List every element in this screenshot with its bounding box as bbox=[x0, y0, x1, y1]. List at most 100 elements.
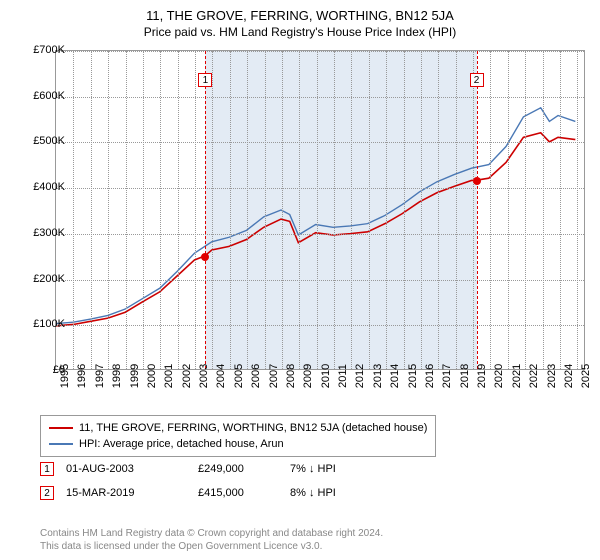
y-axis-label: £600K bbox=[33, 90, 65, 102]
y-axis-label: £400K bbox=[33, 181, 65, 193]
gridline-v bbox=[456, 51, 457, 369]
gridline-v bbox=[178, 51, 179, 369]
x-axis-label: 2006 bbox=[250, 364, 262, 388]
y-axis-label: £300K bbox=[33, 227, 65, 239]
event-number-box: 2 bbox=[470, 73, 484, 87]
gridline-v bbox=[91, 51, 92, 369]
gridline-v bbox=[195, 51, 196, 369]
x-axis-label: 2021 bbox=[511, 364, 523, 388]
x-axis-label: 2012 bbox=[354, 364, 366, 388]
y-axis-label: £200K bbox=[33, 273, 65, 285]
footnote-1: Contains HM Land Registry data © Crown c… bbox=[40, 528, 383, 539]
gridline-v bbox=[386, 51, 387, 369]
x-axis-label: 2008 bbox=[285, 364, 297, 388]
gridline-h bbox=[56, 97, 584, 98]
x-axis-label: 2020 bbox=[493, 364, 505, 388]
gridline-v bbox=[230, 51, 231, 369]
y-axis-label: £100K bbox=[33, 318, 65, 330]
gridline-h bbox=[56, 188, 584, 189]
sale-row: 215-MAR-2019£415,0008% ↓ HPI bbox=[40, 486, 390, 500]
sale-row: 1 01-AUG-2003 £249,000 7% ↓ HPI bbox=[40, 462, 390, 476]
sale-delta: 8% ↓ HPI bbox=[290, 487, 390, 499]
x-axis-label: 2002 bbox=[181, 364, 193, 388]
gridline-v bbox=[299, 51, 300, 369]
sale-date: 15-MAR-2019 bbox=[66, 487, 186, 499]
y-axis-label: £700K bbox=[33, 44, 65, 56]
gridline-v bbox=[334, 51, 335, 369]
chart-subtitle: Price paid vs. HM Land Registry's House … bbox=[0, 23, 600, 45]
gridline-h bbox=[56, 280, 584, 281]
x-axis-label: 2013 bbox=[372, 364, 384, 388]
gridline-v bbox=[282, 51, 283, 369]
gridline-v bbox=[490, 51, 491, 369]
x-axis-label: 1996 bbox=[76, 364, 88, 388]
x-axis-label: 2015 bbox=[407, 364, 419, 388]
chart-area: 12 bbox=[55, 50, 585, 370]
gridline-v bbox=[160, 51, 161, 369]
sale-number-box: 1 bbox=[40, 462, 54, 476]
x-axis-label: 2018 bbox=[459, 364, 471, 388]
x-axis-label: 2025 bbox=[580, 364, 592, 388]
legend-row: 11, THE GROVE, FERRING, WORTHING, BN12 5… bbox=[49, 420, 427, 436]
footnote-2: This data is licensed under the Open Gov… bbox=[40, 541, 322, 552]
x-axis-label: 2016 bbox=[424, 364, 436, 388]
sale-delta: 7% ↓ HPI bbox=[290, 463, 390, 475]
gridline-h bbox=[56, 234, 584, 235]
x-axis-label: 2004 bbox=[215, 364, 227, 388]
x-axis-label: 2003 bbox=[198, 364, 210, 388]
event-line bbox=[205, 51, 206, 369]
gridline-v bbox=[126, 51, 127, 369]
x-axis-label: 2022 bbox=[528, 364, 540, 388]
legend-swatch bbox=[49, 427, 73, 429]
gridline-h bbox=[56, 325, 584, 326]
gridline-v bbox=[369, 51, 370, 369]
gridline-v bbox=[421, 51, 422, 369]
gridline-v bbox=[404, 51, 405, 369]
x-axis-label: 2014 bbox=[389, 364, 401, 388]
x-axis-label: 2017 bbox=[441, 364, 453, 388]
chart-title: 11, THE GROVE, FERRING, WORTHING, BN12 5… bbox=[0, 0, 600, 23]
gridline-v bbox=[73, 51, 74, 369]
x-axis-label: 2023 bbox=[546, 364, 558, 388]
gridline-v bbox=[108, 51, 109, 369]
x-axis-label: 1998 bbox=[111, 364, 123, 388]
gridline-v bbox=[473, 51, 474, 369]
sale-price: £415,000 bbox=[198, 487, 278, 499]
sale-price: £249,000 bbox=[198, 463, 278, 475]
x-axis-label: 2010 bbox=[320, 364, 332, 388]
x-axis-label: 1995 bbox=[59, 364, 71, 388]
legend: 11, THE GROVE, FERRING, WORTHING, BN12 5… bbox=[40, 415, 436, 457]
sale-date: 01-AUG-2003 bbox=[66, 463, 186, 475]
event-number-box: 1 bbox=[198, 73, 212, 87]
x-axis-label: 2007 bbox=[268, 364, 280, 388]
gridline-v bbox=[247, 51, 248, 369]
gridline-h bbox=[56, 51, 584, 52]
x-axis-label: 2019 bbox=[476, 364, 488, 388]
gridline-v bbox=[438, 51, 439, 369]
legend-label: HPI: Average price, detached house, Arun bbox=[79, 438, 284, 450]
event-marker-dot bbox=[201, 253, 209, 261]
gridline-v bbox=[317, 51, 318, 369]
x-axis-label: 2005 bbox=[233, 364, 245, 388]
x-axis-label: 2000 bbox=[146, 364, 158, 388]
x-axis-label: 1997 bbox=[94, 364, 106, 388]
gridline-v bbox=[560, 51, 561, 369]
gridline-v bbox=[212, 51, 213, 369]
gridline-v bbox=[525, 51, 526, 369]
gridline-h bbox=[56, 142, 584, 143]
gridline-v bbox=[265, 51, 266, 369]
x-axis-label: 1999 bbox=[129, 364, 141, 388]
legend-swatch bbox=[49, 443, 73, 445]
gridline-v bbox=[508, 51, 509, 369]
x-axis-label: 2009 bbox=[302, 364, 314, 388]
event-marker-dot bbox=[473, 177, 481, 185]
gridline-v bbox=[143, 51, 144, 369]
gridline-v bbox=[351, 51, 352, 369]
event-line bbox=[477, 51, 478, 369]
y-axis-label: £500K bbox=[33, 135, 65, 147]
legend-label: 11, THE GROVE, FERRING, WORTHING, BN12 5… bbox=[79, 422, 427, 434]
chart-lines bbox=[56, 51, 584, 369]
x-axis-label: 2001 bbox=[163, 364, 175, 388]
gridline-v bbox=[577, 51, 578, 369]
x-axis-label: 2024 bbox=[563, 364, 575, 388]
